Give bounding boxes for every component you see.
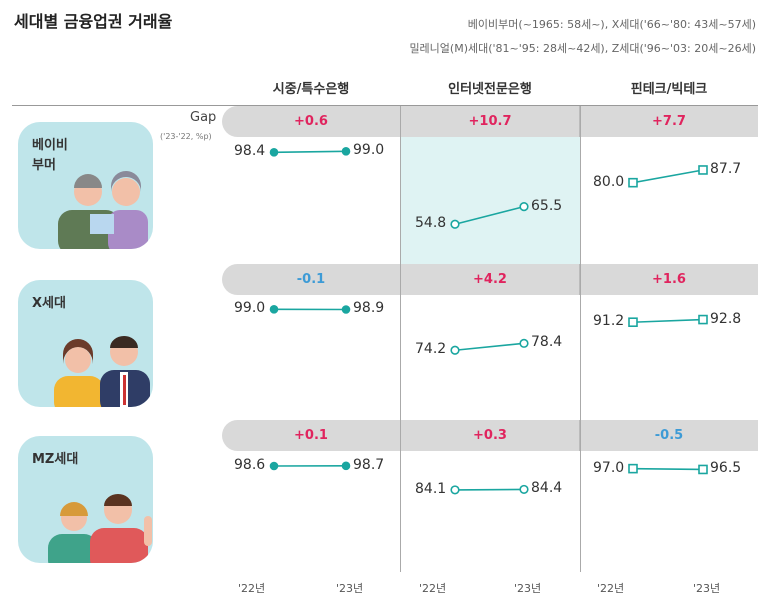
data-label: 84.1 — [415, 480, 447, 497]
series-line — [632, 169, 704, 184]
data-point — [450, 485, 460, 495]
data-point — [628, 317, 638, 328]
generation-label: X세대 — [32, 294, 92, 314]
x-tick-label: '22년 — [238, 582, 266, 595]
series-line — [632, 467, 704, 471]
generation-label-line: 베이비 — [32, 138, 68, 153]
data-point — [519, 202, 529, 212]
data-point — [341, 147, 351, 156]
data-label: 54.8 — [415, 215, 447, 232]
column-header-fintech: 핀테크/빅테크 — [630, 82, 708, 97]
x-tick-label: '23년 — [693, 582, 721, 595]
generation-illustration — [54, 336, 150, 407]
series-line — [454, 342, 525, 352]
data-label: 84.4 — [531, 480, 563, 497]
generation-card: MZ세대 — [18, 436, 153, 563]
column-header-commercial-bank: 시중/특수은행 — [272, 82, 350, 97]
chart-title: 세대별 금융업권 거래율 — [14, 12, 173, 31]
data-point — [519, 338, 529, 348]
data-label: 98.4 — [234, 143, 266, 160]
x-tick-label: '22년 — [419, 582, 447, 595]
series-line — [454, 205, 525, 226]
gap-value: +7.7 — [579, 106, 758, 137]
data-point — [698, 165, 708, 175]
header-divider — [12, 105, 758, 106]
gap-value: +0.6 — [294, 114, 328, 129]
gap-bar: -0.1 +4.2 +1.6 — [222, 264, 758, 295]
generation-label-line: 부머 — [32, 158, 56, 173]
data-point — [698, 464, 708, 475]
generation-illustration — [58, 171, 148, 249]
data-point — [519, 484, 529, 495]
x-tick-label: '23년 — [336, 582, 364, 595]
generation-note-2: 밀레니얼(M)세대('81~'95: 28세~42세), Z세대('96~'03… — [409, 42, 756, 55]
data-label: 78.4 — [531, 334, 563, 351]
gap-bar: +0.6 +10.7 +7.7 — [222, 106, 758, 137]
series-line — [273, 150, 347, 154]
generation-label-line: X세대 — [32, 296, 66, 311]
data-label: 98.7 — [353, 456, 385, 473]
data-label: 80.0 — [593, 173, 625, 190]
data-label: 99.0 — [353, 142, 385, 159]
data-label: 65.5 — [531, 197, 563, 214]
generation-note-1: 베이비부머(~1965: 58세~), X세대('66~'80: 43세~57세… — [467, 18, 756, 31]
data-point — [628, 463, 638, 474]
gap-value: +1.6 — [579, 264, 758, 295]
data-label: 98.9 — [353, 300, 385, 317]
data-point — [698, 314, 708, 325]
gap-unit: ('23-'22, %p) — [160, 132, 212, 141]
column-divider — [400, 106, 401, 572]
gap-value: -0.1 — [296, 272, 326, 287]
column-header-internet-bank: 인터넷전문은행 — [448, 82, 532, 97]
data-label: 97.0 — [593, 459, 625, 476]
data-label: 91.2 — [593, 313, 625, 330]
generation-label-line: MZ세대 — [32, 452, 79, 467]
data-point — [341, 461, 351, 471]
x-tick-label: '23년 — [514, 582, 542, 595]
data-label: 99.0 — [234, 300, 266, 317]
data-point — [269, 461, 279, 471]
data-label: 92.8 — [710, 310, 742, 327]
data-label: 74.2 — [415, 341, 447, 358]
highlight-cell — [401, 137, 580, 264]
data-label: 98.6 — [234, 456, 266, 473]
series-line — [632, 318, 704, 323]
column-divider — [580, 106, 581, 572]
gap-value: -0.5 — [579, 420, 758, 451]
data-label: 96.5 — [710, 460, 742, 477]
gap-bar: +0.1 +0.3 -0.5 — [222, 420, 758, 451]
gap-label: Gap — [190, 110, 217, 125]
x-tick-label: '22년 — [597, 582, 625, 595]
generation-card: X세대 — [18, 280, 153, 407]
data-label: 87.7 — [710, 160, 742, 177]
data-point — [450, 345, 460, 355]
data-point — [628, 177, 638, 188]
generation-label: MZ세대 — [32, 450, 92, 470]
data-point — [269, 305, 279, 314]
generation-illustration — [48, 494, 152, 563]
data-point — [341, 305, 351, 314]
gap-value: +0.1 — [294, 428, 328, 443]
data-point — [269, 148, 279, 157]
data-point — [450, 219, 460, 229]
